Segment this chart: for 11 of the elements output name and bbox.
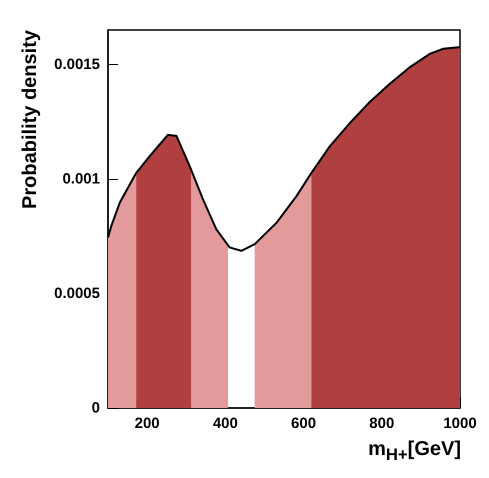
y-tick-label: 0.001 [62,170,100,188]
y-axis-title: Probability density [19,29,41,209]
y-tick-label: 0 [92,400,100,416]
x-tick-label: 1000 [443,415,477,432]
y-tick-label: 0.0015 [54,56,100,73]
y-tick-label: 0.0005 [54,284,100,302]
x-tick-label: 200 [134,415,160,432]
x-axis-title: m$_{H+}$[GeV] [368,438,461,465]
x-tick-label: 800 [369,415,394,432]
x-tick-label: 400 [212,415,238,432]
x-tick-label: 600 [291,415,316,432]
